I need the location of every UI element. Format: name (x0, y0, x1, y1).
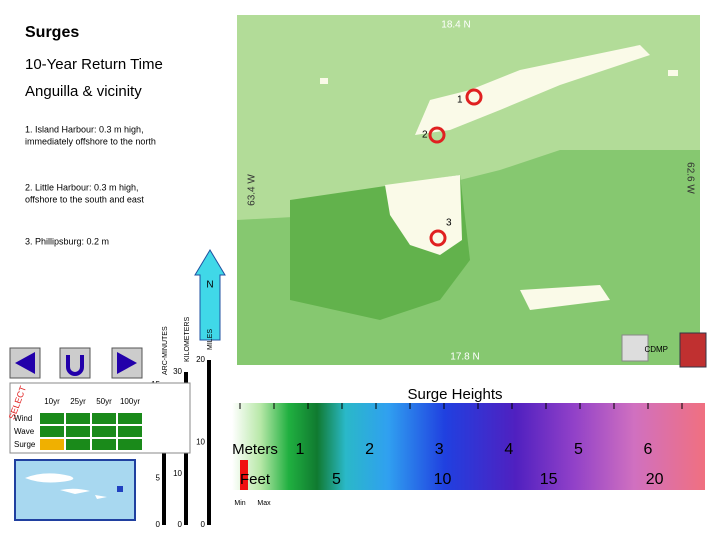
legend-title: Surge Heights (407, 386, 502, 403)
scale-tick-label: 30 (173, 367, 182, 376)
island-stbarts (520, 285, 610, 310)
max-label: Max (257, 500, 271, 507)
site-list: 1. Island Harbour: 0.3 m high, immediatel… (25, 124, 156, 246)
scale-label: ARC-MINUTES (162, 326, 169, 375)
selector-cell[interactable] (40, 413, 64, 424)
marker-label: 3 (446, 218, 452, 229)
column-label: 100yr (120, 397, 140, 406)
feet-tick-label: 15 (540, 471, 558, 488)
minimap[interactable] (14, 459, 136, 521)
logo-badge (621, 334, 649, 362)
selector-cell[interactable] (92, 413, 116, 424)
selector-cell[interactable] (66, 426, 90, 437)
scale-tick-label: 0 (156, 520, 161, 529)
lat-bottom: 17.8 N (450, 352, 479, 363)
meters-tick-label: 1 (296, 441, 305, 458)
nav (9, 347, 143, 379)
scale-bar (207, 360, 211, 525)
column-label: 25yr (70, 397, 86, 406)
region: Anguilla & vicinity (25, 83, 142, 100)
island-anguilla (415, 45, 650, 135)
feet-tick-label: 5 (332, 471, 341, 488)
site-marker[interactable] (428, 126, 446, 144)
islet (668, 70, 678, 76)
meters-tick-label: 6 (644, 441, 653, 458)
next-icon (117, 352, 137, 374)
min-max-bar (240, 460, 248, 490)
scale-label: MILES (207, 329, 214, 350)
north-label: N (206, 280, 213, 291)
map: 1 2 3 18.4 N 17.8 N 63.4 W 62.6 W CDMP (237, 15, 707, 368)
selector-cell[interactable] (40, 439, 64, 450)
meters-tick-label: 5 (574, 441, 583, 458)
scale-tick-label: 0 (178, 520, 183, 529)
selector-cell[interactable] (66, 413, 90, 424)
feet-label: Feet (240, 471, 271, 488)
selector-cell[interactable] (92, 439, 116, 450)
north-arrow (194, 249, 226, 341)
lat-top: 18.4 N (441, 20, 470, 31)
min-label: Min (234, 500, 245, 507)
title: Surges (25, 24, 79, 41)
row-label: Wave (14, 427, 35, 436)
feet-tick-label: 10 (434, 471, 452, 488)
lon-right: 62.6 W (684, 162, 695, 194)
site-description: 1. Island Harbour: 0.3 m high, (25, 124, 144, 134)
lon-left: 63.4 W (247, 174, 258, 206)
site-description: 2. Little Harbour: 0.3 m high, (25, 182, 139, 192)
column-label: 10yr (44, 397, 60, 406)
scale-tick-label: 0 (201, 520, 206, 529)
scale-tick-label: 10 (173, 469, 182, 478)
selector-cell[interactable] (66, 439, 90, 450)
selector-cell[interactable] (40, 426, 64, 437)
scale-bar (162, 385, 166, 525)
prev-icon (15, 352, 35, 374)
islet (320, 78, 328, 84)
minimap-land (25, 473, 107, 499)
column-label: 50yr (96, 397, 112, 406)
scale-label: KILOMETERS (184, 317, 191, 362)
row-label: Wind (14, 414, 32, 423)
selector-cell[interactable] (118, 426, 142, 437)
flag-badge (679, 332, 707, 368)
color-bar (232, 403, 705, 490)
feet-tick-label: 20 (646, 471, 664, 488)
site-description: immediately offshore to the north (25, 136, 156, 146)
site-description: 3. Phillipsburg: 0.2 m (25, 236, 109, 246)
back-icon (66, 355, 84, 376)
surge-legend: Surge Heights Meters Feet Min Max 1 2 3 4 5 6… (232, 386, 705, 507)
subtitle: 10-Year Return Time (25, 56, 163, 73)
marker-label: 2 (422, 130, 428, 141)
selector-cell[interactable] (118, 413, 142, 424)
selector-cell[interactable] (92, 426, 116, 437)
row-label: Surge (14, 440, 36, 449)
minimap-locator (117, 486, 123, 492)
site-marker[interactable] (429, 229, 447, 247)
selector-cell[interactable] (118, 439, 142, 450)
meters-label: Meters (232, 441, 278, 458)
meters-tick-label: 2 (365, 441, 374, 458)
marker-label: 1 (457, 95, 463, 106)
site-description: offshore to the south and east (25, 194, 144, 204)
meters-tick-label: 4 (504, 441, 513, 458)
scale-tick-label: 10 (196, 438, 205, 447)
meters-tick-label: 3 (435, 441, 444, 458)
scale-tick-label: 5 (156, 473, 161, 482)
logo-text: CDMP (644, 345, 668, 354)
scale-tick-label: 20 (196, 355, 205, 364)
site-marker[interactable] (465, 88, 483, 106)
